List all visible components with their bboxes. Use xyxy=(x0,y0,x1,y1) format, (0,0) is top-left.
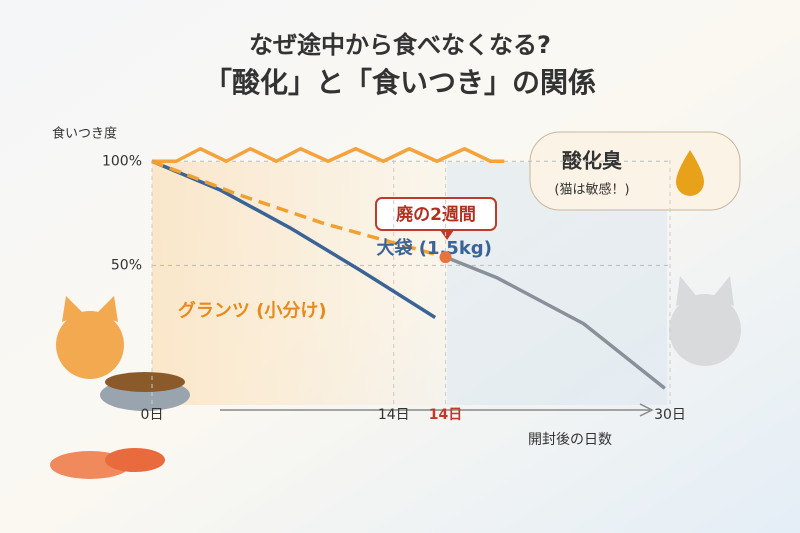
sad-cat xyxy=(669,294,741,366)
happy-cat xyxy=(56,311,124,379)
oil-drop xyxy=(676,150,704,196)
series-label: グランツ (小分け) xyxy=(178,299,327,321)
annotation: 廃の2週間 xyxy=(396,204,476,225)
line xyxy=(444,255,666,390)
y-tick-label: 100% xyxy=(102,153,142,169)
label-box xyxy=(375,197,497,231)
cat-ears xyxy=(62,296,118,322)
x-tick-label: 0日 xyxy=(141,407,164,423)
x-tick-label: 30日 xyxy=(654,407,686,423)
annotation: (猫は敏感！) xyxy=(554,182,629,198)
title: なぜ途中から食べなくなる? xyxy=(249,31,551,59)
line xyxy=(151,159,446,259)
food xyxy=(105,372,185,392)
series-label: 大袋 (1.5kg) xyxy=(376,237,491,259)
y-label: 食いつき度 xyxy=(52,126,117,142)
y-tick-label: 50% xyxy=(111,257,142,273)
line xyxy=(152,147,505,163)
annotation: 酸化臭 xyxy=(562,149,622,173)
pointer xyxy=(440,230,454,240)
x-label: 開封後の日数 xyxy=(528,432,612,448)
x-tick-label: 14日 xyxy=(378,407,410,423)
cat-ears xyxy=(676,276,734,306)
subtitle: 「酸化」と「食いつき」の関係 xyxy=(204,66,596,99)
marker xyxy=(439,251,452,264)
salmon xyxy=(105,448,165,472)
x-tick-label: 14日 xyxy=(429,407,462,423)
axis-arrow xyxy=(639,403,654,417)
